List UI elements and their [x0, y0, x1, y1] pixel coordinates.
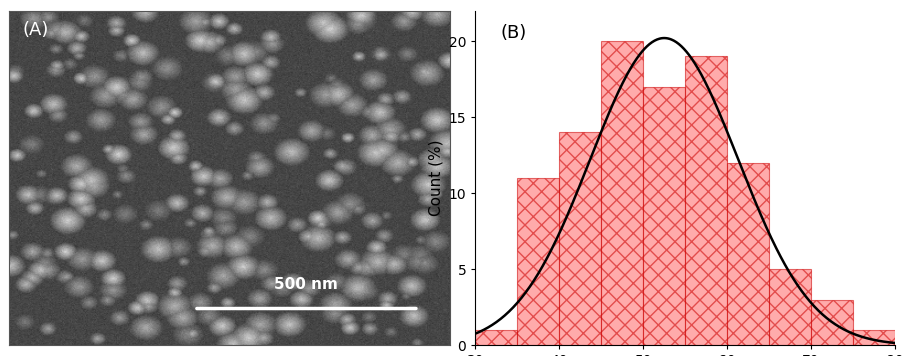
Bar [600, 41, 643, 345]
Bar [643, 87, 684, 345]
Bar [517, 178, 559, 345]
Text: 500 nm: 500 nm [275, 277, 338, 292]
Bar [768, 269, 810, 345]
Text: (B): (B) [500, 24, 526, 42]
Bar [810, 300, 852, 345]
Bar [726, 163, 768, 345]
Bar [559, 132, 600, 345]
Bar [684, 56, 726, 345]
Y-axis label: Count (%): Count (%) [428, 140, 442, 216]
Bar [852, 330, 894, 345]
Bar [475, 330, 517, 345]
Text: (A): (A) [23, 21, 49, 39]
